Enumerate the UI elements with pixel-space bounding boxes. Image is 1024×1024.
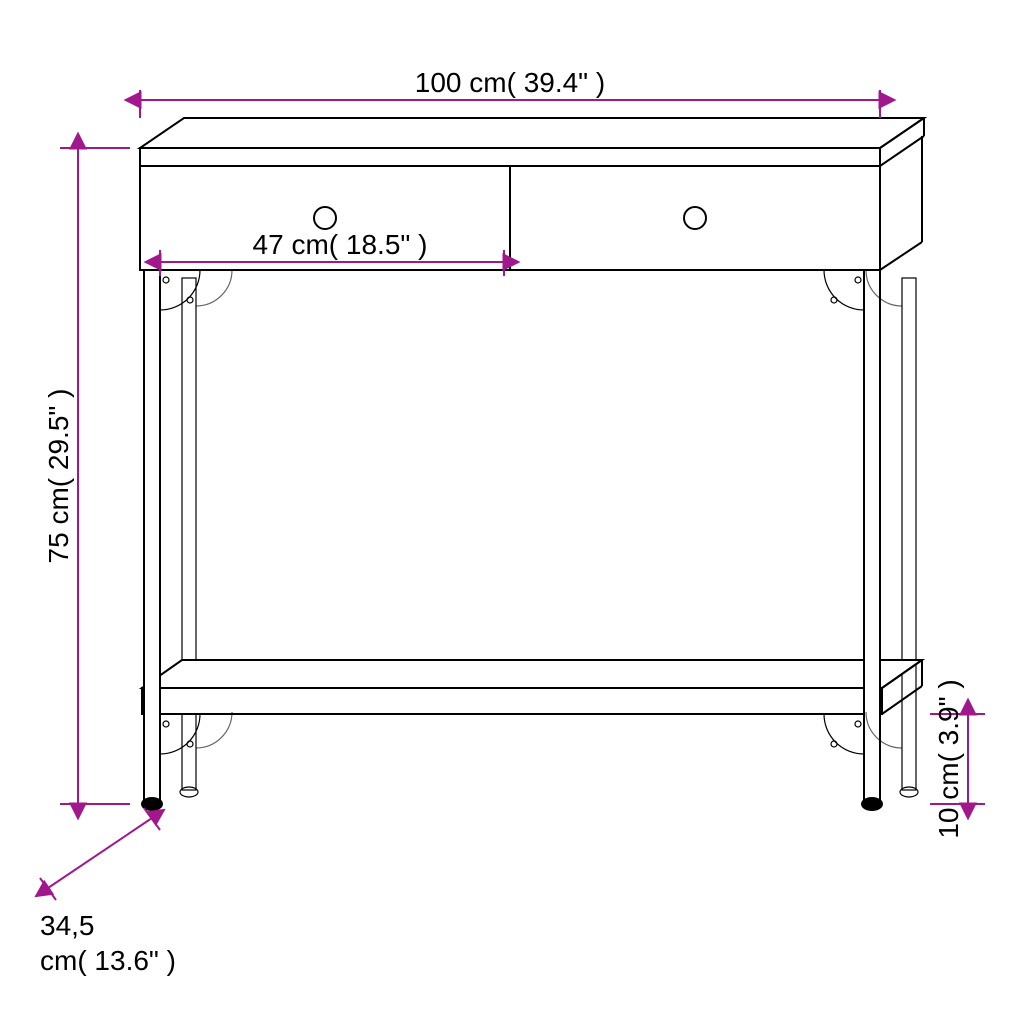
dim-height-label: 75 cm( 29.5" ) [43,389,74,564]
dim-depth: 34,5 cm( 13.6" ) [40,808,176,976]
dim-clearance: 10 cm( 3.9" ) [930,679,985,838]
front-legs [142,270,882,810]
dim-drawer-label: 47 cm( 18.5" ) [253,229,428,260]
console-table [140,118,924,810]
dim-depth-label-b: cm( 13.6" ) [40,945,176,976]
dim-width: 100 cm( 39.4" ) [140,67,880,118]
bottom-shelf [142,660,922,714]
rear-legs [180,278,918,797]
dim-clear-label: 10 cm( 3.9" ) [933,679,964,838]
dim-width-label: 100 cm( 39.4" ) [415,67,605,98]
dim-depth-label-a: 34,5 [40,910,95,941]
dim-height: 75 cm( 29.5" ) [43,148,130,804]
furniture-dimension-diagram: 100 cm( 39.4" ) 47 cm( 18.5" ) 75 cm( 29… [0,0,1024,1024]
